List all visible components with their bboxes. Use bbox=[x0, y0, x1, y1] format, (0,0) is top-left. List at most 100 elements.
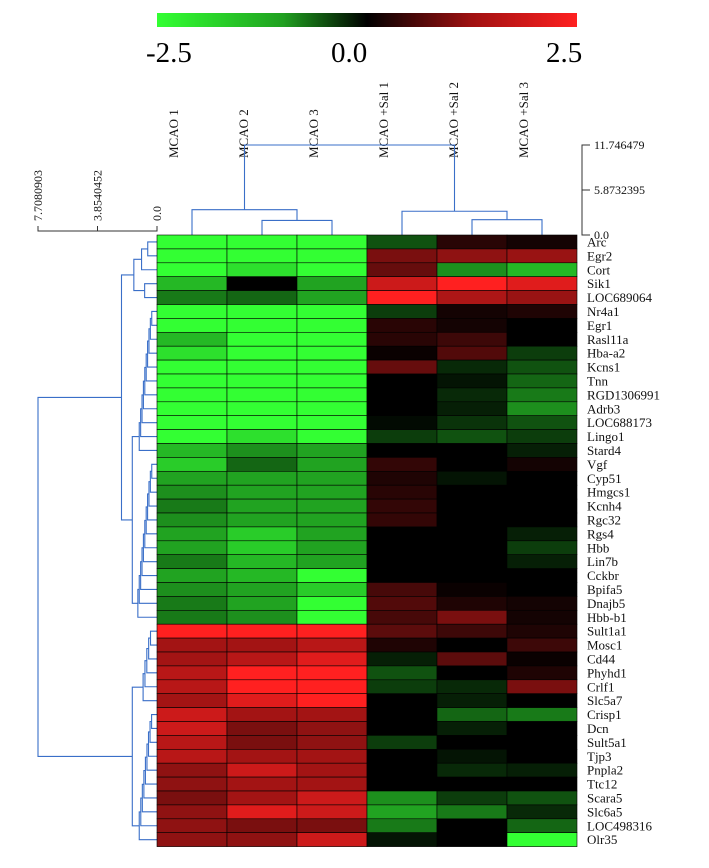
heatmap-cell bbox=[366, 484, 438, 500]
heatmap-cell bbox=[366, 818, 438, 833]
heatmap-cell bbox=[226, 415, 298, 430]
heatmap-cell bbox=[296, 290, 368, 305]
heatmap-cell bbox=[506, 234, 578, 250]
heatmap-cell bbox=[226, 276, 298, 291]
heatmap-cell bbox=[296, 623, 368, 639]
heatmap-cell bbox=[436, 693, 508, 708]
heatmap-cell bbox=[296, 707, 368, 722]
row-dendrogram-branch bbox=[138, 575, 157, 604]
row-dendrogram-branch bbox=[131, 436, 140, 604]
heatmap-cell bbox=[296, 415, 368, 430]
heatmap-cell bbox=[296, 512, 368, 528]
heatmap-cell bbox=[506, 526, 578, 542]
heatmap-cell bbox=[366, 429, 438, 444]
heatmap-cell bbox=[506, 623, 578, 639]
heatmap-cell bbox=[296, 776, 368, 792]
heatmap-cell bbox=[506, 331, 578, 347]
heatmap-cell bbox=[366, 762, 438, 778]
heatmap-cell bbox=[506, 804, 578, 820]
heatmap-cell bbox=[226, 623, 298, 639]
heatmap-cell bbox=[366, 234, 438, 250]
column-dendrogram-axis: 11.746479 5.8732395 0.0 bbox=[581, 138, 645, 242]
row-dendrogram-branch bbox=[149, 470, 157, 493]
heatmap-cell bbox=[156, 387, 228, 403]
heatmap-cell bbox=[436, 262, 508, 277]
heatmap-cell bbox=[156, 679, 228, 694]
heatmap-cell bbox=[436, 526, 508, 542]
column-labels: MCAO 1 MCAO 2 MCAO 3 MCAO +Sal 1 MCAO +Sal 2… bbox=[166, 82, 531, 158]
row-label: Lin7b bbox=[587, 554, 618, 569]
heatmap-cell bbox=[366, 387, 438, 403]
heatmap-cell bbox=[506, 276, 578, 291]
heatmap-cell bbox=[366, 470, 438, 486]
heatmap-cell bbox=[156, 526, 228, 542]
row-dendrogram-branch bbox=[141, 248, 157, 271]
column-axis-tick-label: 0.0 bbox=[594, 228, 609, 242]
heatmap-cell bbox=[366, 457, 438, 472]
row-dendrogram-branch bbox=[133, 258, 145, 292]
heatmap-cell bbox=[156, 651, 228, 667]
heatmap-cell bbox=[366, 596, 438, 611]
heatmap-cell bbox=[226, 554, 298, 569]
heatmap-cell bbox=[226, 609, 298, 625]
row-label: Slc6a5 bbox=[587, 804, 622, 819]
heatmap-cell bbox=[436, 540, 508, 555]
row-label: Dcn bbox=[587, 721, 609, 736]
heatmap-cell bbox=[436, 804, 508, 820]
scale-min-label: -2.5 bbox=[146, 37, 192, 69]
heatmap-cell bbox=[296, 248, 368, 264]
heatmap-cell bbox=[296, 762, 368, 778]
heatmap-cell bbox=[226, 693, 298, 708]
heatmap-cell bbox=[366, 693, 438, 708]
column-label: MCAO +Sal 2 bbox=[446, 82, 461, 158]
row-axis-tick-label: 7.7080903 bbox=[31, 170, 45, 221]
heatmap-cell bbox=[156, 693, 228, 708]
heatmap-cell bbox=[436, 582, 508, 597]
heatmap-cell bbox=[156, 665, 228, 681]
heatmap-cell bbox=[296, 345, 368, 361]
heatmap-cell bbox=[156, 637, 228, 653]
row-axis-tick-label: 3.8540452 bbox=[91, 170, 105, 221]
heatmap-cell bbox=[436, 248, 508, 264]
heatmap-cell bbox=[366, 512, 438, 528]
heatmap-cell bbox=[506, 248, 578, 264]
heatmap-cell bbox=[156, 290, 228, 305]
heatmap-cell bbox=[296, 748, 368, 764]
row-dendrogram-branch bbox=[149, 720, 157, 743]
heatmap-cell bbox=[366, 373, 438, 389]
heatmap-cell bbox=[366, 345, 438, 361]
heatmap-cell bbox=[436, 457, 508, 472]
heatmap-cell bbox=[226, 290, 298, 305]
heatmap-cell bbox=[226, 262, 298, 277]
heatmap-cell bbox=[506, 359, 578, 375]
heatmap-cell bbox=[156, 804, 228, 820]
heatmap-cell bbox=[506, 637, 578, 653]
row-dendrogram-branch bbox=[151, 463, 157, 479]
row-dendrogram-branch bbox=[147, 493, 157, 521]
heatmap-cell bbox=[296, 721, 368, 736]
heatmap-cell bbox=[436, 318, 508, 333]
heatmap-cell bbox=[366, 582, 438, 597]
heatmap-cell bbox=[436, 401, 508, 416]
heatmap-cell bbox=[366, 331, 438, 347]
heatmap-cell bbox=[506, 568, 578, 583]
row-label: LOC688173 bbox=[587, 415, 652, 430]
heatmap-cell bbox=[156, 234, 228, 250]
heatmap-cell bbox=[296, 790, 368, 806]
heatmap-cell bbox=[226, 318, 298, 333]
heatmap-cell bbox=[156, 721, 228, 736]
row-label: Cckbr bbox=[587, 568, 619, 583]
column-dendrogram-branch bbox=[191, 209, 298, 235]
heatmap-cell bbox=[296, 526, 368, 542]
row-label: Nr4a1 bbox=[587, 304, 620, 319]
heatmap-cell bbox=[296, 359, 368, 375]
heatmap-cell bbox=[156, 443, 228, 458]
heatmap-cell bbox=[156, 429, 228, 444]
heatmap-cell bbox=[366, 318, 438, 333]
row-dendrogram-branch bbox=[147, 340, 157, 368]
heatmap-cell bbox=[436, 484, 508, 500]
heatmap-cell bbox=[226, 790, 298, 806]
row-dendrogram-branch bbox=[120, 274, 134, 521]
heatmap-cell bbox=[436, 790, 508, 806]
heatmap-cell bbox=[506, 679, 578, 694]
